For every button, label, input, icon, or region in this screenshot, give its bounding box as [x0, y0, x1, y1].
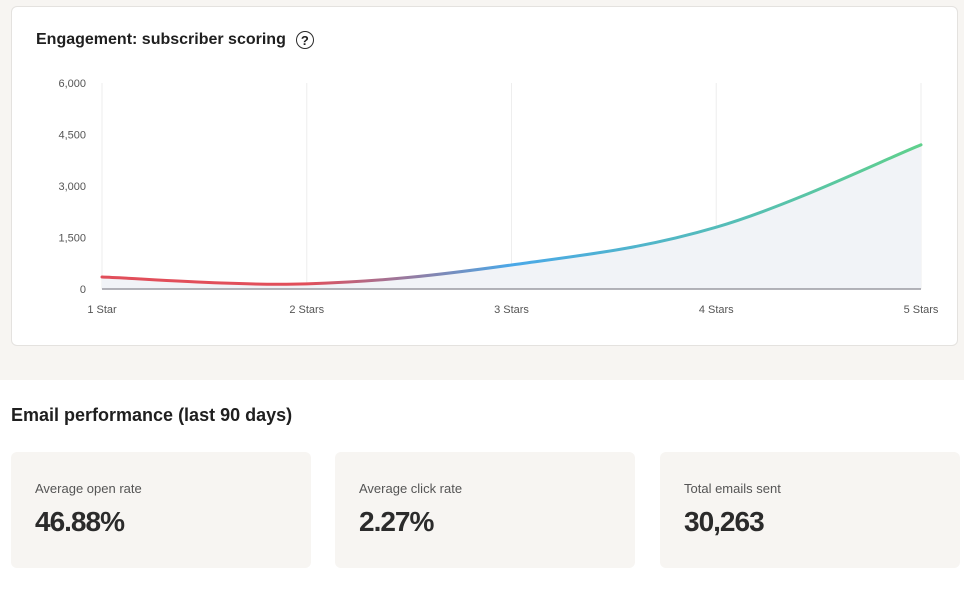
y-tick-label: 0: [80, 284, 86, 296]
y-tick-label: 4,500: [58, 130, 86, 142]
metric-label: Average open rate: [35, 481, 142, 496]
chart-card-title: Engagement: subscriber scoring ?: [36, 31, 314, 49]
metric-value: 46.88%: [35, 506, 125, 537]
metric-label: Average click rate: [359, 481, 463, 496]
metric-value: 30,263: [684, 506, 765, 537]
email-performance-section: Email performance (last 90 days) Average…: [0, 380, 964, 591]
email-performance-title: Email performance (last 90 days): [11, 405, 293, 425]
engagement-chart: 0 1,500 3,000 4,500 6,000 1 Star 2 Stars 3 Star…: [58, 78, 939, 316]
y-tick-label: 6,000: [58, 78, 86, 90]
series-area: [102, 144, 921, 289]
y-tick-label: 1,500: [58, 233, 86, 245]
x-tick-label: 4 Stars: [699, 304, 734, 316]
engagement-chart-card: Engagement: subscriber scoring ? 0 1,500 3…: [11, 6, 958, 346]
x-tick-label: 1 Star: [87, 304, 117, 316]
question-circle-icon[interactable]: ?: [295, 31, 314, 49]
metric-card-open-rate: Average open rate 46.88%: [11, 452, 311, 568]
y-tick-label: 3,000: [58, 181, 86, 193]
x-tick-label: 2 Stars: [289, 304, 324, 316]
x-tick-label: 3 Stars: [494, 304, 529, 316]
metric-card-emails-sent: Total emails sent 30,263: [660, 452, 960, 568]
metric-label: Total emails sent: [684, 481, 781, 496]
chart-title: Engagement: subscriber scoring: [36, 31, 286, 48]
metric-value: 2.27%: [359, 506, 434, 537]
x-tick-label: 5 Stars: [904, 304, 939, 316]
series-line: [100, 143, 923, 286]
metric-card-click-rate: Average click rate 2.27%: [335, 452, 635, 568]
